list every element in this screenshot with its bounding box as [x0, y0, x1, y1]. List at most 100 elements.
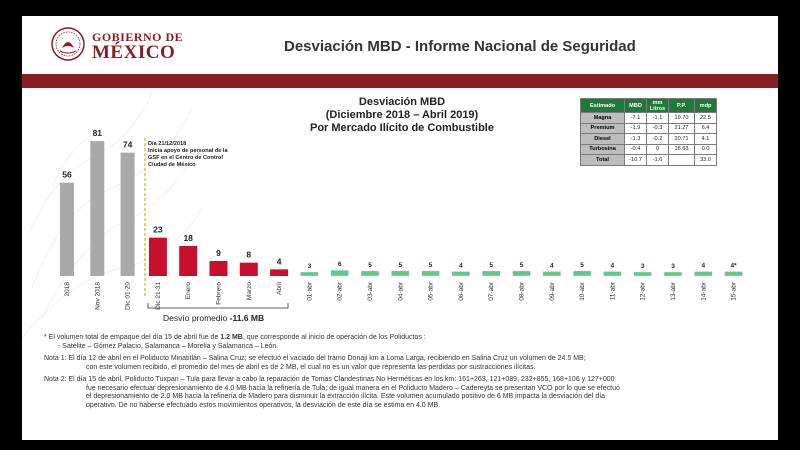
- bar-marzo: [239, 262, 258, 276]
- x-tick-label: 14-abr: [700, 281, 707, 301]
- note-1: Nota 1: El día 12 de abril en el Poliduc…: [44, 355, 764, 372]
- bar-12-abr: [633, 271, 653, 277]
- bar-value-label: 5: [489, 262, 493, 269]
- note-general-text: El volumen total de empaque del día 15 d…: [48, 334, 221, 341]
- bar-value-label: 5: [429, 262, 433, 269]
- table-row: Total -10.7 -1.6 33.0: [580, 154, 717, 166]
- bar-value-label: 4: [550, 262, 554, 269]
- x-tick-label: 11-abr: [609, 281, 616, 300]
- bar-10-abr: [572, 270, 592, 277]
- note-2-line-1: Nota 2: El día 15 de abril, Poliducto Tu…: [44, 376, 615, 383]
- table-cell: 20.71: [668, 133, 695, 145]
- annotation-line-2: Inicia apoyo de personal de la: [148, 148, 228, 154]
- table-header-row: Estimado MBD mm Litros P.P. mdp: [580, 98, 717, 113]
- average-label: Desvío promedio -11.6 MB: [163, 313, 264, 323]
- bar-dic-01-20: [120, 152, 135, 276]
- table-row-label: Total: [580, 154, 625, 166]
- table-cell: 0.0: [694, 143, 717, 155]
- bar-06-abr: [451, 271, 471, 277]
- bar-15-abr: [724, 271, 743, 277]
- bar-value-label: 81: [93, 128, 103, 138]
- note-1-line-2: con este volumen recibido, el promedio d…: [86, 363, 536, 371]
- bar-value-label: 4: [459, 262, 463, 269]
- bar-13-abr: [663, 271, 683, 277]
- bar-value-label: 5: [398, 262, 402, 269]
- table-cell: -0.2: [646, 133, 669, 145]
- estimate-table: Estimado MBD mm Litros P.P. mdp Magna -7…: [580, 98, 717, 166]
- table-row-label: Magna: [580, 112, 625, 124]
- table-row: Turbosina -0.4 0 18.63 0.0: [580, 143, 717, 155]
- bar-value-label: 4: [277, 256, 282, 266]
- table-row-label: Diesel: [580, 133, 625, 145]
- bar-value-label: 3: [308, 263, 312, 270]
- average-prefix: Desvío promedio: [163, 313, 230, 323]
- x-tick-label: 06-abr: [458, 281, 465, 301]
- bar-03-abr: [360, 270, 380, 277]
- table-row-label: Premium: [580, 122, 625, 134]
- table-cell: 19.70: [668, 112, 695, 124]
- average-value: -11.6 MB: [229, 313, 265, 323]
- bar-2018: [60, 182, 74, 276]
- notes-section: * El volumen total de empaque del día 15…: [44, 334, 764, 414]
- bar-value-label: 5: [368, 262, 372, 269]
- x-tick-label: Abril: [276, 281, 283, 295]
- table-cell: -1.3: [624, 133, 647, 145]
- chart-title: Desviación MBD (Diciembre 2018 – Abril 2…: [272, 96, 532, 135]
- table-cell: 33.0: [694, 154, 717, 166]
- bar-value-label: 4: [701, 262, 705, 269]
- table-row: Magna -7.1 -1.1 19.70 22.5: [580, 112, 717, 124]
- x-tick-label: Dic 21-31: [155, 282, 162, 310]
- annotation-line-4: Ciudad de México: [148, 162, 196, 168]
- x-tick-label: 10-abr: [579, 281, 586, 301]
- bar-value-label: 3: [641, 263, 645, 270]
- table-header-cell: Estimado: [580, 98, 625, 113]
- chart-title-line-1: Desviación MBD: [358, 96, 446, 108]
- x-tick-label: Enero: [185, 282, 192, 300]
- note-2-line-2: fue necesario efectuar depresionamiento …: [86, 384, 620, 392]
- note-general-text-end: , que corresponde al inicio de operación…: [242, 334, 426, 341]
- table-header-cell: P.P.: [668, 98, 695, 113]
- x-tick-label: 04-abr: [397, 281, 404, 301]
- bar-value-label: 3: [671, 263, 675, 270]
- bar-enero: [179, 246, 198, 276]
- x-tick-label: Dic 01-20: [125, 282, 132, 310]
- x-tick-label: 2018: [64, 282, 71, 297]
- chart-annotation: Día 21/12/2018 Inicia apoyo de personal …: [148, 141, 268, 169]
- table-cell: -10.7: [624, 154, 647, 166]
- x-tick-label: Marzo: [246, 282, 253, 300]
- x-tick-label: Nov 2018: [94, 282, 101, 310]
- x-tick-label: 12-abr: [640, 281, 647, 301]
- table-cell: 0: [646, 143, 669, 155]
- bar-value-label: 18: [183, 233, 193, 243]
- x-tick-label: Febrero: [216, 282, 223, 305]
- table-cell: 21.27: [668, 122, 695, 134]
- table-header-cell: mm Litros: [646, 98, 669, 113]
- x-tick-label: 13-abr: [670, 281, 677, 301]
- header-band: [22, 74, 778, 88]
- bar-08-abr: [512, 270, 531, 277]
- logo-line-2: MÉXICO: [92, 42, 176, 63]
- table-row-label: Turbosina: [580, 143, 625, 155]
- bar-value-label: 23: [153, 225, 163, 235]
- bar-04-abr: [390, 270, 410, 277]
- logo-line-1: GOBIERNO DE: [92, 30, 184, 44]
- table-header-cell: mdp: [694, 98, 717, 113]
- bar-value-label: 5: [520, 262, 524, 269]
- bar-chart: 56 81 74 23 18 9 8 4 3 6 5 5 5 4 5 5 4 5 4 3 3 4 4* 2018 Nov 20…: [60, 128, 743, 310]
- x-tick-label: 05-abr: [428, 281, 435, 301]
- bar-11-abr: [603, 271, 622, 277]
- bar-abril: [270, 269, 289, 276]
- chart-title-line-3: Por Mercado Ilícito de Combustible: [310, 122, 494, 134]
- slide: GOBIERNO DE MÉXICO Desviación MBD - Info…: [22, 16, 778, 440]
- bar-dic-21-31: [148, 237, 167, 276]
- table-cell: [668, 154, 695, 166]
- x-tick-label: 08-abr: [519, 281, 526, 301]
- table-cell: 4.1: [694, 133, 717, 145]
- average-bracket: [147, 303, 289, 309]
- note-2: Nota 2: El día 15 de abril, Poliducto Tu…: [44, 376, 764, 410]
- table-cell: -1.6: [646, 154, 669, 166]
- note-2-line-4: operativo. De no haberse efectuado estos…: [86, 401, 441, 409]
- note-general: * El volumen total de empaque del día 15…: [44, 334, 764, 351]
- bar-value-label: 4: [611, 262, 615, 269]
- annotation-line-1: Día 21/12/2018: [148, 141, 187, 147]
